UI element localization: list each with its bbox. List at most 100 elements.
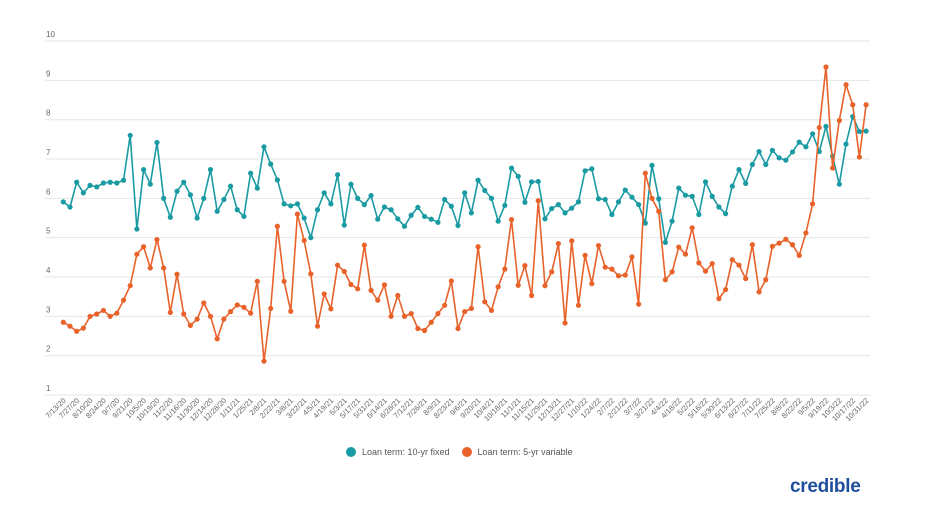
data-point bbox=[147, 181, 153, 187]
data-point bbox=[656, 208, 662, 214]
data-point bbox=[468, 305, 474, 312]
data-point bbox=[301, 237, 307, 244]
data-point bbox=[549, 205, 555, 212]
data-point bbox=[756, 148, 762, 155]
data-point bbox=[582, 168, 588, 174]
data-point bbox=[696, 211, 702, 218]
data-point bbox=[308, 235, 314, 241]
data-point bbox=[348, 281, 354, 288]
data-point bbox=[723, 211, 729, 217]
data-point bbox=[274, 177, 280, 183]
data-point bbox=[94, 311, 100, 317]
data-point bbox=[381, 204, 388, 210]
data-point bbox=[535, 198, 541, 204]
data-point bbox=[488, 195, 495, 201]
data-point bbox=[388, 207, 394, 213]
data-point bbox=[702, 268, 709, 274]
data-point bbox=[522, 263, 528, 269]
data-point bbox=[281, 278, 287, 284]
data-point bbox=[227, 183, 234, 189]
data-point bbox=[823, 64, 829, 70]
data-point bbox=[401, 223, 408, 229]
data-point bbox=[221, 196, 227, 203]
data-point bbox=[334, 262, 341, 268]
data-point bbox=[435, 219, 441, 225]
data-point bbox=[629, 194, 635, 200]
data-point bbox=[187, 322, 194, 328]
legend-item-5yr-variable[interactable]: Loan term: 5-yr variable bbox=[461, 447, 573, 457]
data-point bbox=[729, 183, 735, 189]
data-point bbox=[863, 128, 869, 134]
data-point bbox=[107, 179, 113, 185]
data-point bbox=[201, 300, 207, 306]
series-10yr-fixed bbox=[60, 113, 869, 245]
data-point bbox=[582, 252, 588, 258]
y-tick-label: 2 bbox=[46, 345, 51, 354]
data-point bbox=[609, 266, 615, 272]
legend-item-10yr-fixed[interactable]: Loan term: 10-yr fixed bbox=[346, 447, 450, 457]
y-tick-label: 5 bbox=[46, 227, 51, 236]
y-tick-label: 8 bbox=[46, 109, 51, 118]
data-point bbox=[80, 325, 86, 331]
data-point bbox=[529, 179, 535, 185]
data-point bbox=[756, 289, 762, 295]
data-point bbox=[662, 277, 669, 283]
data-point bbox=[368, 192, 374, 199]
data-point bbox=[261, 144, 267, 150]
data-point bbox=[207, 313, 214, 319]
data-point bbox=[127, 132, 133, 139]
data-point bbox=[421, 327, 428, 334]
data-point bbox=[482, 187, 488, 194]
data-point bbox=[334, 172, 341, 178]
data-point bbox=[181, 179, 187, 185]
data-point bbox=[375, 216, 381, 222]
data-point bbox=[662, 239, 669, 245]
data-point bbox=[709, 261, 715, 267]
data-point bbox=[401, 313, 408, 319]
data-point bbox=[716, 204, 722, 210]
data-point bbox=[622, 187, 628, 193]
data-point bbox=[836, 181, 842, 187]
data-point bbox=[321, 190, 327, 196]
gridlines bbox=[45, 40, 870, 396]
data-point bbox=[636, 202, 642, 208]
data-point bbox=[475, 244, 481, 250]
data-point bbox=[214, 208, 220, 214]
data-point bbox=[248, 170, 254, 176]
data-point bbox=[595, 242, 602, 249]
data-point bbox=[60, 319, 66, 325]
data-point bbox=[803, 230, 809, 236]
data-point bbox=[214, 336, 220, 342]
data-point bbox=[314, 323, 321, 329]
data-point bbox=[428, 319, 434, 325]
y-tick-label: 1 bbox=[46, 384, 51, 393]
data-point bbox=[201, 195, 207, 201]
data-point bbox=[154, 237, 160, 243]
data-point bbox=[462, 190, 468, 196]
data-point bbox=[94, 184, 100, 190]
data-point bbox=[341, 268, 347, 275]
data-point bbox=[743, 275, 749, 282]
data-point bbox=[448, 278, 454, 284]
data-point bbox=[100, 307, 107, 314]
data-point bbox=[769, 147, 776, 153]
data-point bbox=[589, 281, 595, 287]
data-point bbox=[361, 242, 367, 248]
data-point bbox=[656, 196, 662, 202]
y-tick-label: 6 bbox=[46, 187, 51, 196]
data-point bbox=[515, 282, 521, 288]
data-point bbox=[816, 124, 822, 131]
legend-marker-icon bbox=[461, 447, 472, 457]
data-point bbox=[763, 161, 769, 168]
y-axis-ticks: 1 2 3 4 5 6 7 8 9 10 bbox=[46, 30, 55, 393]
data-point bbox=[736, 167, 742, 173]
data-point bbox=[642, 170, 648, 176]
data-point bbox=[355, 286, 361, 292]
data-point bbox=[856, 154, 863, 160]
data-point bbox=[529, 292, 535, 299]
legend-label: Loan term: 10-yr fixed bbox=[362, 447, 450, 457]
data-point bbox=[442, 196, 448, 203]
data-point bbox=[809, 131, 816, 137]
data-point bbox=[140, 244, 147, 250]
data-point bbox=[803, 144, 809, 150]
